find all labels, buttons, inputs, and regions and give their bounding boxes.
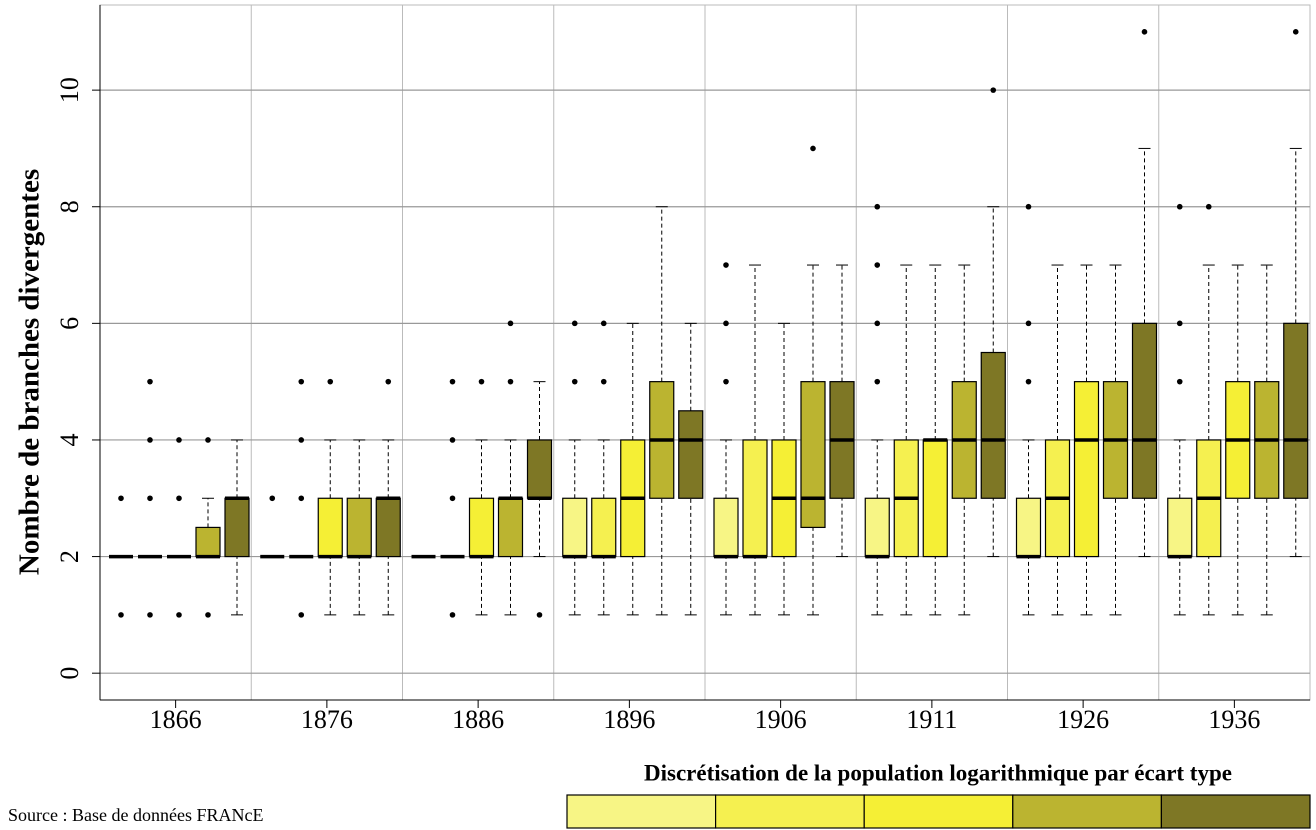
x-tick-label: 1876 (301, 705, 353, 734)
x-tick-label: 1886 (452, 705, 504, 734)
box (1167, 497, 1193, 558)
outlier (1141, 29, 1148, 35)
outlier (536, 612, 543, 618)
box (980, 351, 1006, 499)
y-tick-label: 2 (55, 550, 84, 563)
box (562, 497, 588, 558)
legend-swatch (863, 794, 1014, 829)
box (922, 439, 948, 558)
box (678, 410, 704, 499)
outlier (449, 437, 456, 443)
outlier (990, 87, 997, 93)
x-tick-label: 1866 (150, 705, 202, 734)
outlier (1025, 378, 1032, 385)
legend-swatch (1012, 794, 1162, 829)
outlier (176, 612, 182, 618)
outlier (147, 437, 153, 443)
outlier (810, 145, 816, 152)
box (1073, 381, 1100, 558)
box (1283, 322, 1309, 499)
outlier (874, 203, 881, 210)
x-tick-label: 1906 (755, 705, 807, 734)
box (864, 497, 890, 558)
outlier (571, 320, 578, 327)
outlier (1205, 203, 1212, 210)
outlier (298, 378, 305, 385)
outlier (1176, 378, 1183, 385)
box (346, 497, 372, 558)
x-tick-label: 1911 (906, 705, 957, 734)
outlier (600, 378, 607, 385)
outlier (1292, 29, 1299, 35)
box (224, 497, 250, 558)
box (317, 497, 343, 558)
outlier (723, 378, 729, 385)
box (526, 439, 553, 499)
outlier (176, 495, 182, 502)
y-axis-label: Nombre de branches divergentes (14, 169, 46, 575)
legend-swatch (714, 794, 865, 829)
outlier (478, 378, 485, 385)
outlier (449, 495, 456, 502)
y-tick-label: 10 (55, 77, 84, 103)
outlier (147, 495, 153, 502)
y-tick-label: 0 (55, 667, 84, 680)
outlier (298, 437, 305, 443)
box (800, 381, 826, 529)
source-note: Source : Base de données FRANcE (8, 805, 263, 825)
x-tick-label: 1936 (1208, 705, 1260, 734)
outlier (449, 612, 456, 618)
y-tick-label: 8 (55, 200, 84, 213)
outlier (269, 495, 276, 502)
outlier (1176, 320, 1183, 327)
outlier (723, 320, 729, 327)
outlier (298, 495, 305, 502)
outlier (874, 378, 881, 385)
legend-swatch (1160, 794, 1311, 829)
x-tick-label: 1896 (603, 705, 655, 734)
outlier (1025, 320, 1032, 327)
box (1015, 497, 1042, 558)
outlier (1176, 203, 1183, 210)
outlier (118, 495, 124, 502)
y-tick-label: 6 (55, 317, 84, 330)
outlier (327, 378, 334, 385)
outlier (874, 262, 881, 268)
box (497, 497, 524, 558)
box (742, 439, 768, 558)
legend-title: Discrétisation de la population logarith… (644, 760, 1232, 785)
outlier (571, 378, 578, 385)
outlier (298, 612, 305, 618)
box (591, 497, 617, 558)
box (375, 497, 401, 558)
outlier (507, 378, 514, 385)
outlier (118, 612, 124, 618)
legend-swatch (566, 794, 717, 829)
outlier (723, 262, 729, 268)
x-tick-label: 1926 (1057, 705, 1109, 734)
outlier (205, 612, 211, 618)
outlier (507, 320, 514, 327)
box (468, 497, 495, 558)
outlier (1025, 203, 1032, 210)
outlier (205, 437, 211, 443)
outlier (385, 378, 392, 385)
outlier (147, 378, 153, 385)
outlier (874, 320, 881, 327)
y-tick-label: 4 (55, 433, 84, 446)
outlier (449, 378, 456, 385)
box (713, 497, 739, 558)
outlier (176, 437, 182, 443)
outlier (600, 320, 607, 327)
box (195, 526, 221, 558)
box (1131, 322, 1158, 499)
outlier (147, 612, 153, 618)
